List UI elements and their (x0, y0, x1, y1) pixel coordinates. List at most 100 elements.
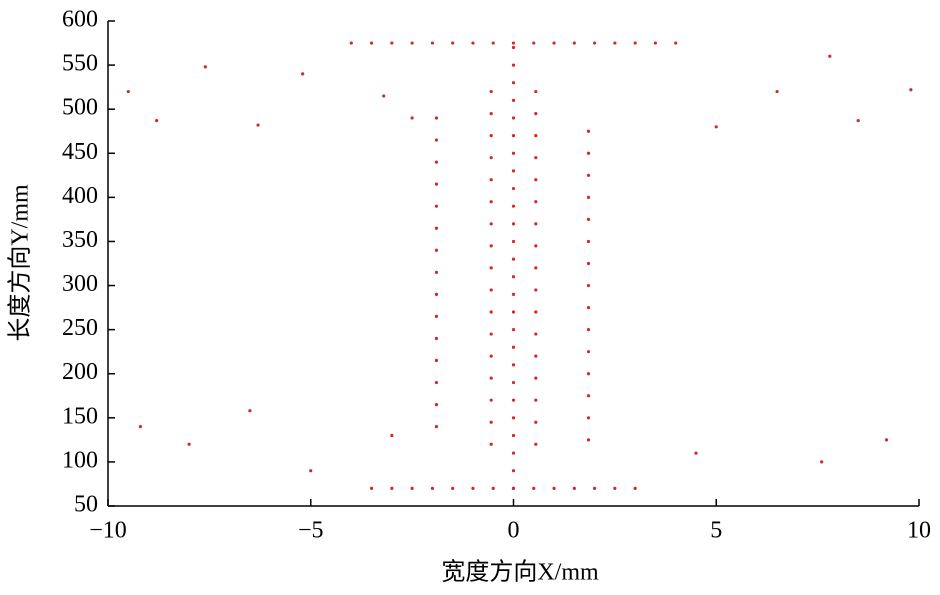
point (593, 486, 597, 490)
point (586, 416, 591, 420)
x-tick-label: 5 (710, 518, 722, 544)
point (534, 442, 538, 446)
point (534, 354, 538, 358)
point (434, 314, 439, 319)
y-tick-label: 500 (62, 95, 98, 121)
x-tick-label: 0 (508, 518, 520, 544)
point (586, 283, 591, 288)
point (534, 222, 538, 226)
point (586, 261, 591, 266)
point (775, 89, 779, 94)
point (534, 156, 538, 160)
point (653, 41, 658, 45)
point (489, 156, 493, 160)
point (532, 41, 536, 45)
point (511, 380, 516, 385)
point (586, 305, 591, 310)
point (511, 116, 516, 120)
point (390, 486, 394, 490)
point (909, 88, 913, 92)
point (511, 222, 516, 226)
point (430, 486, 434, 490)
point (511, 45, 516, 50)
point (586, 438, 591, 442)
point (552, 41, 556, 45)
point (369, 41, 374, 45)
point (434, 226, 439, 230)
point (382, 94, 386, 98)
point (489, 442, 493, 446)
point (489, 134, 493, 138)
point (511, 63, 516, 67)
point (248, 409, 252, 413)
point (534, 200, 538, 204)
x-tick-label: −5 (298, 518, 324, 544)
point (451, 486, 455, 490)
point (856, 119, 860, 123)
y-tick-label: 550 (62, 51, 98, 77)
point (884, 438, 889, 442)
point (534, 111, 538, 116)
point (489, 332, 493, 336)
point (534, 376, 538, 380)
point (138, 425, 143, 429)
point (534, 332, 538, 336)
point (534, 420, 538, 424)
y-tick-label: 150 (62, 403, 98, 429)
point (572, 486, 576, 490)
point (534, 178, 538, 182)
point (534, 89, 538, 94)
point (586, 350, 591, 354)
point (155, 119, 159, 123)
point (511, 433, 516, 438)
point (410, 116, 414, 120)
point (714, 125, 718, 129)
point (369, 486, 374, 490)
point (489, 376, 493, 380)
point (511, 134, 516, 138)
point (434, 116, 439, 120)
point (434, 160, 439, 164)
y-tick-label: 450 (62, 139, 98, 165)
point (434, 138, 439, 142)
point (511, 310, 516, 314)
point (694, 451, 698, 455)
point (471, 41, 475, 45)
point (301, 72, 305, 76)
point (534, 244, 538, 248)
point (552, 486, 556, 490)
point (511, 41, 516, 45)
point (256, 123, 260, 127)
point (309, 469, 313, 473)
point (828, 54, 832, 58)
point (511, 416, 516, 420)
point (489, 200, 493, 204)
point (511, 345, 516, 349)
y-tick-label: 250 (62, 315, 98, 341)
point (489, 266, 493, 270)
point (820, 460, 824, 464)
point (349, 41, 353, 45)
point (613, 486, 617, 490)
point (434, 292, 439, 296)
point (586, 239, 591, 244)
point (534, 266, 538, 270)
point (489, 222, 493, 226)
y-axis-label: 长度方向Y/mm (7, 184, 34, 342)
point (511, 469, 516, 473)
point (586, 217, 591, 222)
point (511, 451, 516, 455)
x-tick-label: 10 (907, 518, 931, 544)
point (489, 178, 493, 182)
point (511, 169, 516, 173)
point (593, 41, 597, 45)
point (511, 486, 516, 490)
point (434, 336, 439, 341)
x-tick-label: −10 (89, 518, 127, 544)
point (511, 257, 516, 261)
x-axis-label: 宽度方向X/mm (441, 559, 599, 586)
point (434, 402, 439, 407)
point (633, 41, 637, 45)
point (572, 41, 576, 45)
